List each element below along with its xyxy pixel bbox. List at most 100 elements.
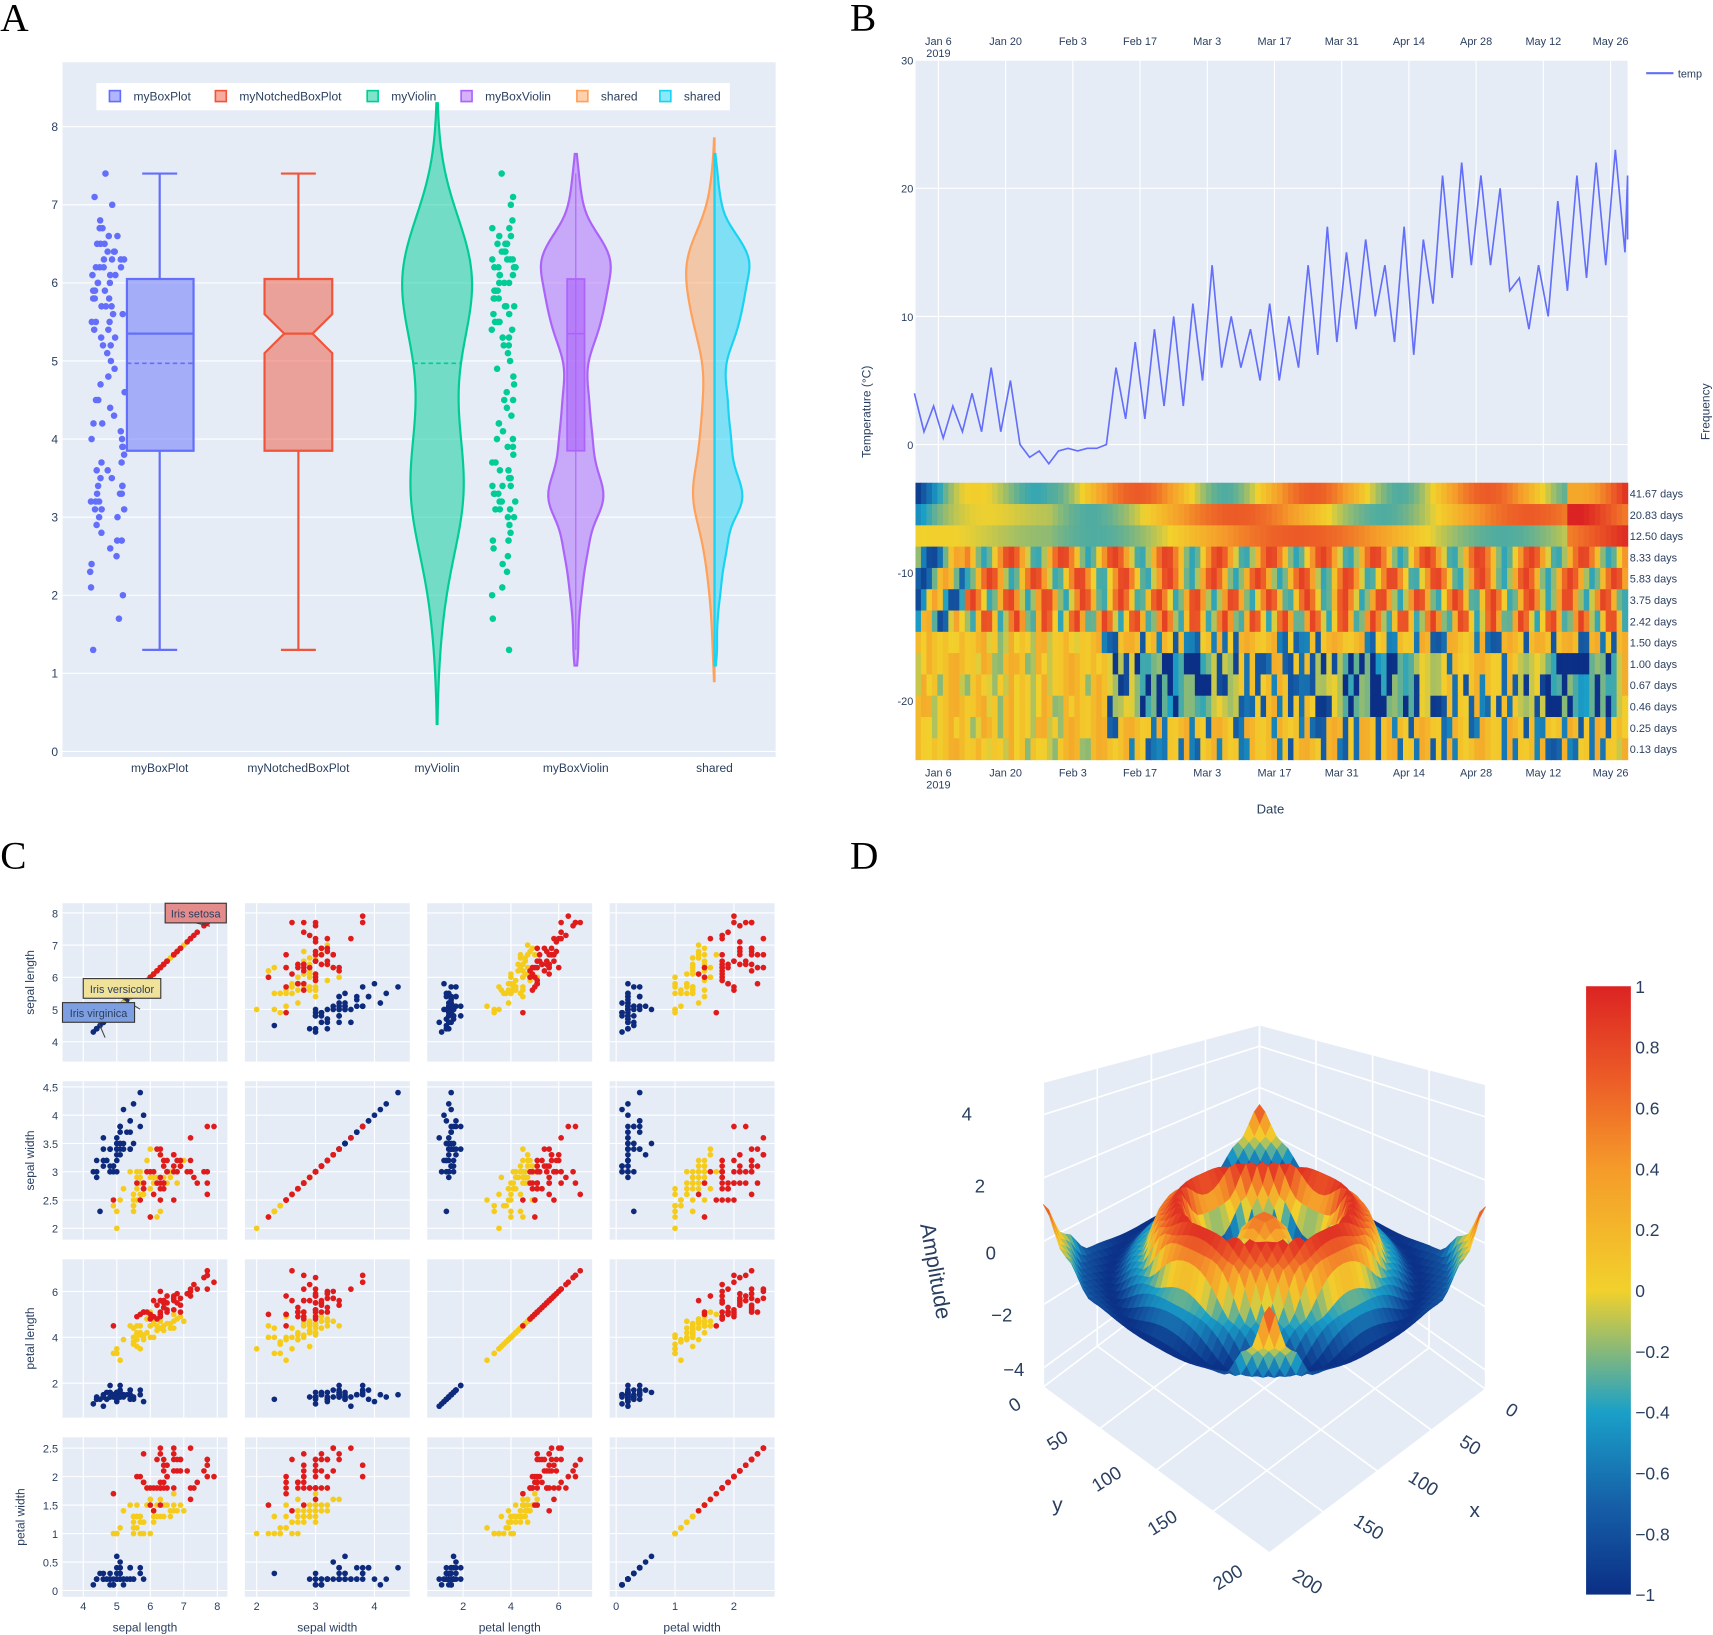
heatmap-cell <box>1622 589 1629 612</box>
scatter-point-versicolor <box>180 1318 187 1325</box>
heatmap-cell <box>1370 610 1377 633</box>
y-tick-label: 2 <box>52 1472 58 1484</box>
heatmap-cell <box>1085 610 1092 633</box>
heatmap-cell <box>1441 504 1448 526</box>
heatmap-cell <box>1293 631 1300 654</box>
heatmap-cell <box>1260 482 1267 505</box>
scatter-point-virginica <box>201 1468 207 1474</box>
heatmap-cell <box>1255 504 1262 526</box>
heatmap-cell <box>1145 717 1152 739</box>
heatmap-cell <box>1003 674 1010 697</box>
heatmap-cell <box>1594 482 1601 505</box>
heatmap-cell <box>975 546 982 569</box>
heatmap-cell <box>1589 674 1596 697</box>
heatmap-cell <box>1550 631 1558 654</box>
heatmap-cell <box>1216 504 1223 526</box>
scatter-point-versicolor <box>496 984 502 990</box>
heatmap-cell <box>1161 610 1169 633</box>
scatter-point-virginica <box>553 1290 560 1297</box>
heatmap-cell <box>1375 653 1382 675</box>
heatmap-cell <box>1622 717 1629 739</box>
heatmap-cell <box>1622 653 1629 675</box>
heatmap-cell <box>1205 546 1212 569</box>
scatter-point-versicolor <box>527 1507 533 1514</box>
scatter-point-setosa <box>625 1025 631 1032</box>
heatmap-cell <box>1161 567 1169 590</box>
heatmap-cell <box>1101 567 1108 590</box>
heatmap-cell <box>1200 504 1207 526</box>
heatmap-cell <box>1014 717 1021 739</box>
heatmap-cell <box>1572 482 1579 505</box>
frequency-label: 0.46 days <box>1630 701 1678 713</box>
heatmap-cell <box>1381 738 1388 761</box>
frequency-label: 0.13 days <box>1630 744 1678 756</box>
y-axis-title: sepal width <box>23 1130 37 1190</box>
heatmap-cell <box>1419 567 1426 590</box>
heatmap-cell <box>1271 738 1278 761</box>
data-point <box>496 271 504 279</box>
scatter-point-virginica <box>170 951 177 958</box>
scatter-point-versicolor <box>529 1163 536 1169</box>
heatmap-cell <box>1413 674 1421 697</box>
heatmap-cell <box>1518 504 1525 526</box>
heatmap-cell <box>1140 674 1147 697</box>
heatmap-cell <box>1315 674 1322 697</box>
heatmap-cell <box>1156 653 1163 675</box>
heatmap-cell <box>1074 546 1081 569</box>
heatmap-cell <box>1052 525 1059 548</box>
scatter-point-virginica <box>539 1479 545 1486</box>
heatmap-cell <box>1140 610 1147 633</box>
scatter-point-setosa <box>625 1146 631 1152</box>
heatmap-cell <box>1594 674 1601 697</box>
scatter-point-versicolor <box>689 1320 696 1327</box>
x-tick-label-top: Apr 14 <box>1393 36 1425 48</box>
heatmap-cell <box>948 610 955 633</box>
heatmap-cell <box>1572 717 1579 739</box>
annotation-box <box>61 1002 136 1023</box>
scatter-point-versicolor <box>522 1513 529 1520</box>
heatmap-cell <box>1446 525 1453 548</box>
heatmap-cell <box>1014 653 1021 675</box>
heatmap-cell <box>1227 546 1234 569</box>
heatmap-cell <box>1452 567 1459 590</box>
scatter-point-virginica <box>359 1473 366 1480</box>
heatmap-cell <box>1496 589 1503 612</box>
heatmap-cell <box>1567 525 1574 548</box>
heatmap-cell <box>1101 546 1108 569</box>
data-point <box>118 459 125 466</box>
scatter-point-versicolor <box>295 1000 301 1006</box>
heatmap-cell <box>1008 631 1015 654</box>
heatmap-cell <box>1183 717 1191 739</box>
heatmap-cell <box>1523 738 1530 761</box>
scatter-point-virginica <box>164 1473 170 1480</box>
scatter-point-versicolor <box>689 1513 696 1520</box>
heatmap-cell <box>1386 695 1393 718</box>
data-point <box>120 451 128 458</box>
scatter-point-versicolor <box>113 1345 120 1352</box>
heatmap-cell <box>1271 631 1278 654</box>
scatter-point-virginica <box>520 1323 526 1329</box>
heatmap-cell <box>1172 546 1180 569</box>
heatmap-cell <box>1298 504 1306 526</box>
heatmap-cell <box>1035 631 1043 654</box>
heatmap-cell <box>1287 482 1295 505</box>
heatmap-cell <box>1583 589 1590 612</box>
heatmap-cell <box>1030 695 1037 718</box>
heatmap-cell <box>1583 674 1590 697</box>
heatmap-cell <box>1309 589 1317 612</box>
heatmap-cell <box>970 695 977 718</box>
heatmap-cell <box>1567 482 1574 505</box>
heatmap-cell <box>1107 610 1114 633</box>
scatter-point-versicolor <box>500 1530 507 1537</box>
scatter-point-setosa <box>359 984 366 990</box>
heatmap-cell <box>1512 589 1519 612</box>
heatmap-cell <box>1090 631 1097 654</box>
scatter-point-virginica <box>300 1473 307 1480</box>
scatter-point-setosa <box>342 1396 348 1403</box>
scatter-point-virginica <box>719 1197 726 1203</box>
heatmap-cell <box>1402 653 1410 675</box>
scatter-point-setosa <box>353 1003 360 1010</box>
scatter-point-versicolor <box>144 1157 150 1164</box>
scatter-point-virginica <box>330 1445 337 1451</box>
heatmap-cell <box>1151 631 1158 654</box>
